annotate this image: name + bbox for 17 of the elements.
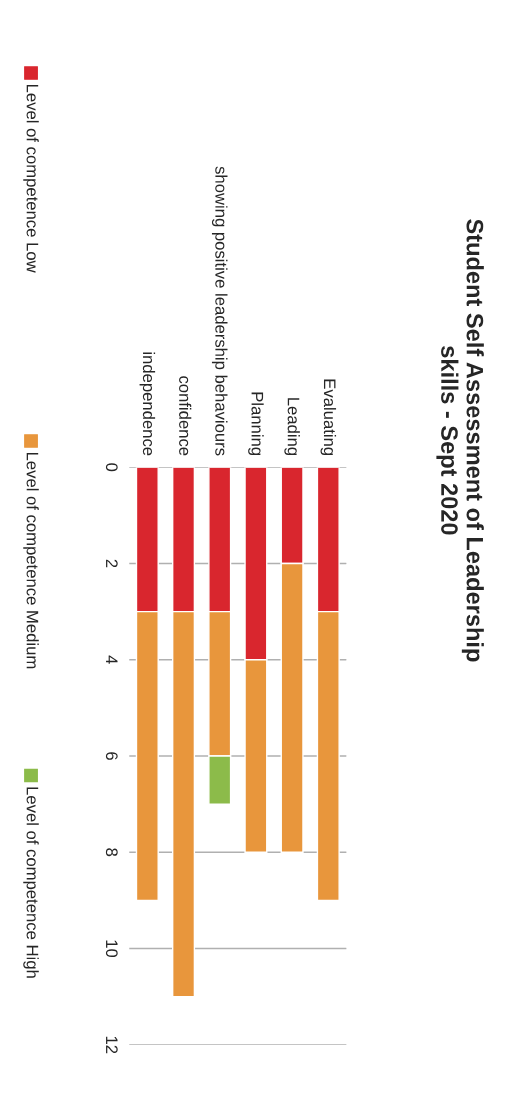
x-tick-label: Evaluating	[320, 379, 337, 455]
y-tick-label: 4	[106, 655, 118, 664]
y-tick-label: 12	[106, 1036, 118, 1054]
y-tick-label: 6	[105, 752, 118, 760]
x-tick-label: independence	[139, 352, 156, 456]
x-tick-label: showing positive leadership behaviours	[211, 166, 228, 456]
y-tick-label: 8	[105, 848, 118, 857]
x-tick-label: Leading	[284, 398, 300, 456]
y-tick-label: 2	[106, 559, 118, 568]
legend-label: Level of competence Medium	[23, 452, 39, 669]
y-tick-label: 10	[105, 940, 118, 958]
legend-label: Level of competence High	[23, 787, 39, 978]
x-tick-label: confidence	[179, 376, 192, 456]
text: Student Self Assessment of Leadership skills - Sept 2020	[436, 219, 484, 662]
y-tick-label: 0	[105, 463, 118, 472]
legend-label: Level of competence Low	[23, 84, 39, 273]
x-tick-label: Planning	[248, 392, 264, 455]
